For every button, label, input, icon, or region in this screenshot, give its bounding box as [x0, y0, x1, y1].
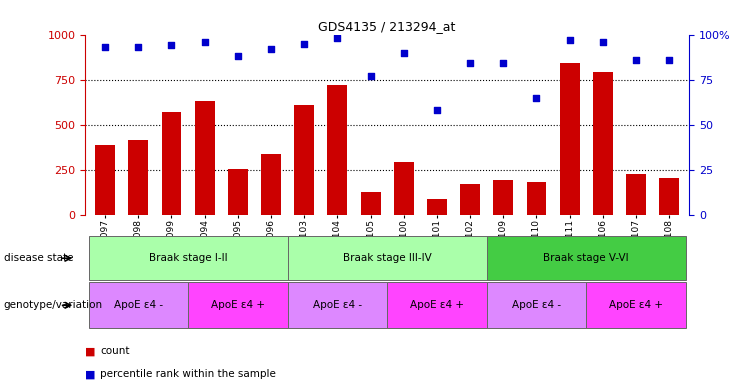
- Bar: [188, 282, 288, 328]
- Bar: [88, 282, 188, 328]
- Point: [531, 95, 542, 101]
- Bar: [261, 154, 281, 215]
- Bar: [559, 63, 579, 215]
- Text: ApoE ε4 +: ApoE ε4 +: [609, 300, 663, 310]
- Bar: [593, 73, 613, 215]
- Bar: [128, 140, 148, 215]
- Bar: [88, 236, 288, 280]
- Bar: [586, 282, 686, 328]
- Point: [365, 73, 376, 79]
- Bar: [195, 101, 215, 215]
- Point: [331, 35, 343, 41]
- Bar: [460, 184, 480, 215]
- Bar: [487, 282, 586, 328]
- Text: ApoE ε4 +: ApoE ε4 +: [211, 300, 265, 310]
- Text: ApoE ε4 +: ApoE ε4 +: [410, 300, 464, 310]
- Bar: [328, 85, 348, 215]
- Point: [431, 107, 443, 113]
- Bar: [294, 105, 314, 215]
- Bar: [427, 199, 447, 215]
- Point: [398, 50, 410, 56]
- Bar: [95, 145, 115, 215]
- Bar: [228, 169, 247, 215]
- Text: Braak stage III-IV: Braak stage III-IV: [343, 253, 431, 263]
- Point: [597, 39, 609, 45]
- Point: [265, 46, 277, 52]
- Text: percentile rank within the sample: percentile rank within the sample: [100, 369, 276, 379]
- Bar: [162, 112, 182, 215]
- Bar: [494, 180, 514, 215]
- Bar: [393, 162, 413, 215]
- Point: [663, 57, 675, 63]
- Title: GDS4135 / 213294_at: GDS4135 / 213294_at: [319, 20, 456, 33]
- Point: [630, 57, 642, 63]
- Bar: [288, 236, 487, 280]
- Point: [497, 60, 509, 66]
- Text: ■: ■: [85, 346, 96, 356]
- Bar: [361, 192, 381, 215]
- Point: [232, 53, 244, 59]
- Text: disease state: disease state: [4, 253, 73, 263]
- Text: count: count: [100, 346, 130, 356]
- Text: genotype/variation: genotype/variation: [4, 300, 103, 310]
- Bar: [626, 174, 646, 215]
- Point: [564, 37, 576, 43]
- Point: [464, 60, 476, 66]
- Bar: [487, 236, 686, 280]
- Point: [199, 39, 210, 45]
- Bar: [387, 282, 487, 328]
- Bar: [659, 178, 679, 215]
- Point: [99, 44, 111, 50]
- Text: Braak stage V-VI: Braak stage V-VI: [543, 253, 629, 263]
- Point: [299, 41, 310, 47]
- Point: [133, 44, 144, 50]
- Text: ■: ■: [85, 369, 96, 379]
- Bar: [527, 182, 546, 215]
- Text: Braak stage I-II: Braak stage I-II: [149, 253, 227, 263]
- Text: ApoE ε4 -: ApoE ε4 -: [512, 300, 561, 310]
- Text: ApoE ε4 -: ApoE ε4 -: [114, 300, 163, 310]
- Bar: [288, 282, 387, 328]
- Point: [165, 42, 177, 48]
- Text: ApoE ε4 -: ApoE ε4 -: [313, 300, 362, 310]
